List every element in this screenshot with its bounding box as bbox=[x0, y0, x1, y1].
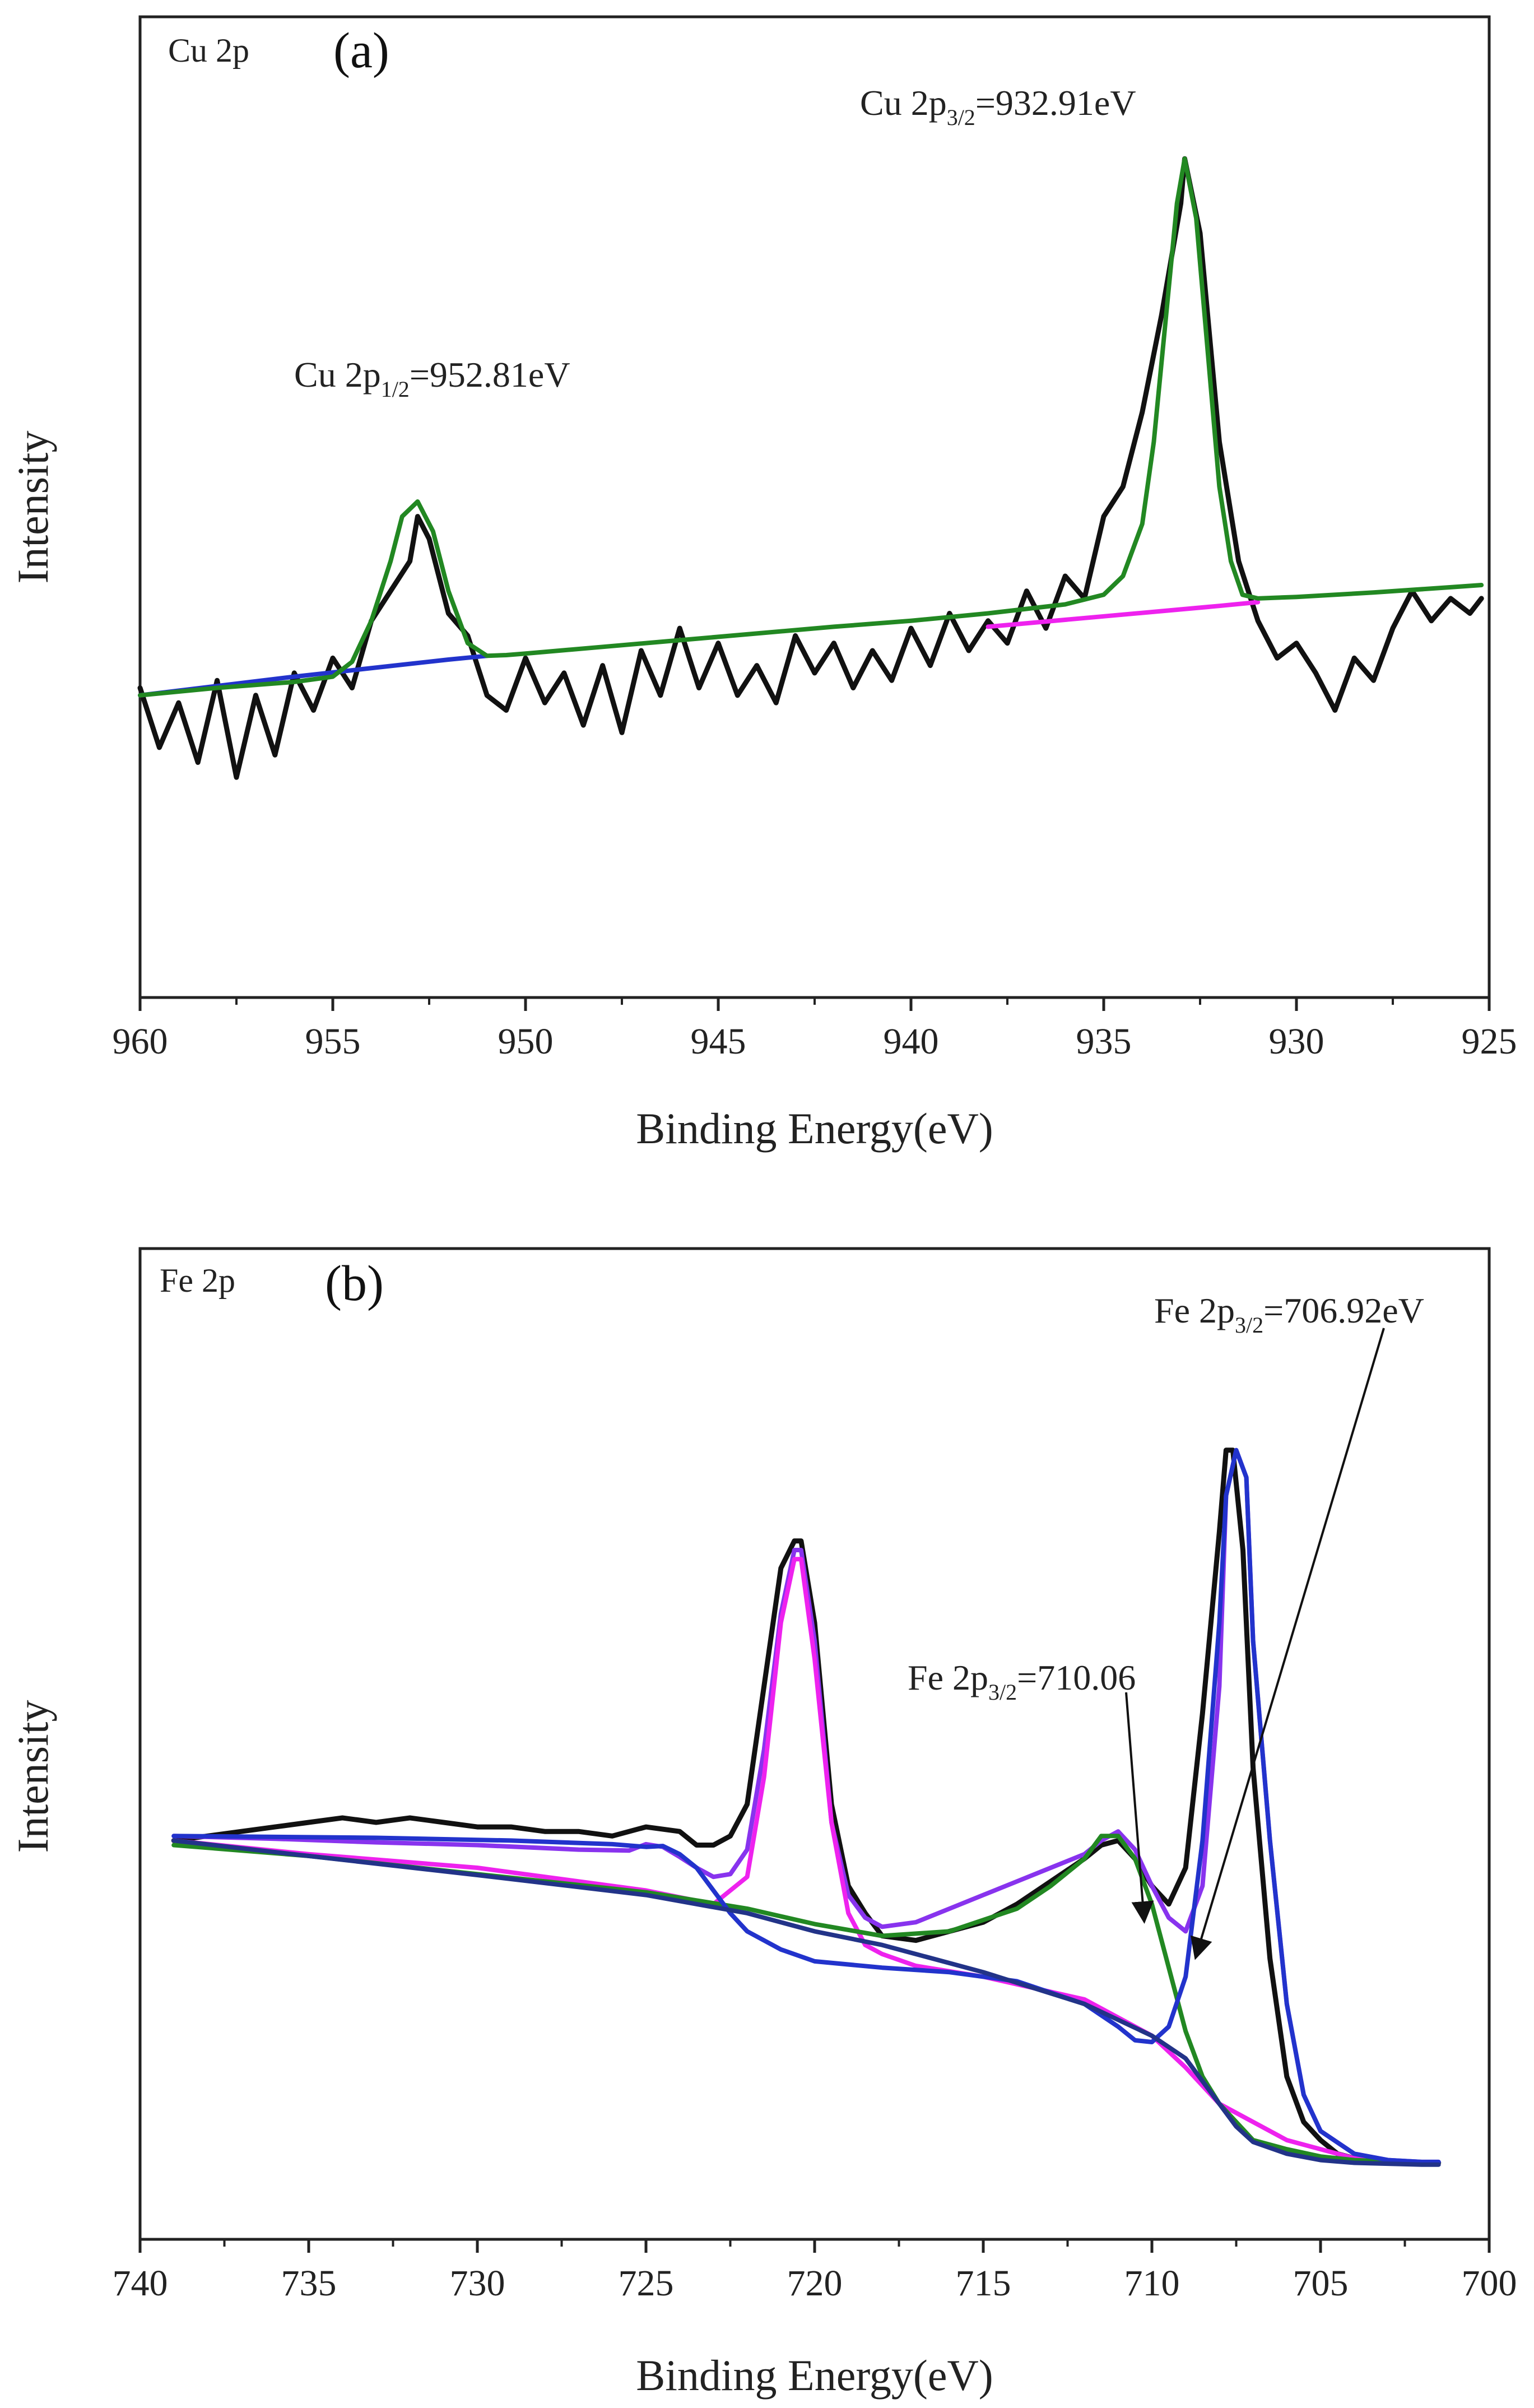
panel-a-tag: Cu 2p bbox=[168, 32, 249, 69]
panel-b-series-blue-peak bbox=[171, 1447, 1441, 2164]
panel-b-arrow-706 bbox=[1191, 1328, 1385, 1960]
panel-b-x-axis-title: Binding Energy(eV) bbox=[636, 2351, 993, 2400]
x-tick-label: 715 bbox=[956, 2263, 1011, 2304]
panel-a-annotation-cu-2p12: Cu 2p1/2=952.81eV bbox=[294, 355, 570, 402]
x-tick-label: 740 bbox=[113, 2263, 168, 2304]
panel-a-x-axis: 960 955 950 945 940 935 930 925 bbox=[113, 997, 1517, 1062]
panel-b-series-navy-baseline bbox=[171, 1838, 1441, 2167]
x-tick-label: 960 bbox=[113, 1021, 168, 1062]
x-tick-label: 930 bbox=[1269, 1021, 1324, 1062]
panel-b-letter: (b) bbox=[325, 1256, 384, 1311]
panel-b-plot-frame bbox=[138, 1247, 1491, 2241]
panel-b-annotation-fe-706: Fe 2p3/2=706.92eV bbox=[1154, 1291, 1424, 1338]
panel-a-y-axis-title: Intensity bbox=[8, 431, 57, 584]
panel-b-x-axis: 740 735 730 725 720 715 710 705 700 bbox=[113, 2239, 1517, 2304]
panel-a-plot-area bbox=[137, 156, 1484, 780]
panel-a-series-raw bbox=[137, 156, 1484, 780]
panel-a-x-axis-title: Binding Energy(eV) bbox=[636, 1104, 993, 1153]
panel-b-annotation-fe-710: Fe 2p3/2=710.06 bbox=[908, 1658, 1136, 1705]
x-tick-label: 735 bbox=[281, 2263, 337, 2304]
panel-b: 740 735 730 725 720 715 710 705 700 Fe 2p (b) Fe… bbox=[8, 1247, 1517, 2400]
panel-b-tag: Fe 2p bbox=[160, 1262, 235, 1299]
x-tick-label: 940 bbox=[884, 1021, 939, 1062]
panel-a-annotation-cu-2p32: Cu 2p3/2=932.91eV bbox=[860, 83, 1136, 130]
x-tick-label: 720 bbox=[787, 2263, 843, 2304]
x-tick-label: 925 bbox=[1462, 1021, 1517, 1062]
panel-a-plot-frame bbox=[138, 15, 1491, 999]
x-tick-label: 705 bbox=[1293, 2263, 1349, 2304]
panel-b-arrow-710 bbox=[1125, 1692, 1154, 1924]
panel-a-series-baseline-high bbox=[986, 600, 1261, 629]
x-tick-label: 730 bbox=[450, 2263, 505, 2304]
x-tick-label: 725 bbox=[619, 2263, 674, 2304]
x-tick-label: 935 bbox=[1076, 1021, 1132, 1062]
x-tick-label: 700 bbox=[1462, 2263, 1517, 2304]
x-tick-label: 950 bbox=[498, 1021, 554, 1062]
x-tick-label: 710 bbox=[1124, 2263, 1180, 2304]
panel-a: 960 955 950 945 940 935 930 925 Cu 2p (a) Cu 2p… bbox=[8, 15, 1517, 1153]
x-tick-label: 955 bbox=[305, 1021, 361, 1062]
panel-a-series-fit bbox=[138, 156, 1484, 698]
panel-a-letter: (a) bbox=[333, 23, 389, 78]
panel-b-series-green-peak bbox=[171, 1834, 1441, 2165]
panel-b-y-axis-title: Intensity bbox=[8, 1700, 57, 1853]
x-tick-label: 945 bbox=[691, 1021, 746, 1062]
panel-b-plot-area bbox=[171, 1447, 1442, 2167]
